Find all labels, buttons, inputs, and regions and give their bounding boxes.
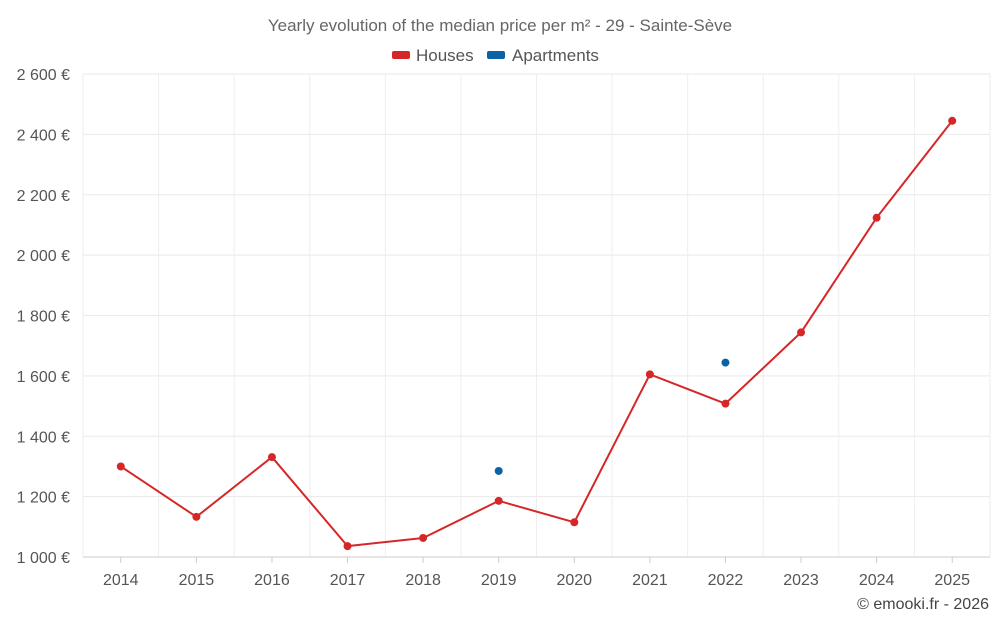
x-tick-label: 2016 [254,572,290,589]
grid [82,73,991,558]
x-tick-label: 2018 [405,572,441,589]
x-axis: 2014 2015 2016 2017 2018 2019 2020 2021 2022 2023… [83,556,990,589]
data-point-houses[interactable]: Houses 2021: 1605 [645,370,654,379]
y-tick-label: 1 400 € [17,429,70,446]
data-point-houses[interactable]: Houses 2023: 1744 [797,328,806,337]
data-point-apartments[interactable]: Apartments 2022: 1644 [721,358,730,367]
chart-title: Yearly evolution of the median price per… [268,16,732,35]
y-tick-label: 2 400 € [17,127,70,144]
legend-label-apartments[interactable]: Apartments [512,46,599,65]
y-tick-label: 1 000 € [17,550,70,567]
x-tick-label: 2025 [934,572,970,589]
x-tick-label: 2021 [632,572,668,589]
data-point-houses[interactable]: Houses 2022: 1508 [721,399,730,408]
y-tick-label: 2 200 € [17,188,70,205]
data-point-houses[interactable]: Houses 2014: 1300 [116,462,125,471]
data-point-houses[interactable]: Houses 2017: 1036 [343,542,352,551]
x-tick-label: 2020 [556,572,592,589]
data-point-houses[interactable]: Houses 2018: 1063 [419,533,428,542]
legend-swatch-apartments [487,51,505,59]
data-point-houses[interactable]: Houses 2019: 1186 [494,496,503,505]
data-point-houses[interactable]: Houses 2015: 1133 [192,512,201,521]
data-point-houses[interactable]: Houses 2016: 1331 [267,453,276,462]
y-tick-label: 1 600 € [17,369,70,386]
x-tick-label: 2022 [708,572,744,589]
data-point-houses[interactable]: Houses 2025: 2445 [948,116,957,125]
y-tick-label: 1 800 € [17,309,70,326]
y-tick-label: 2 600 € [17,67,70,84]
series-line-houses [120,120,953,548]
y-tick-label: 2 000 € [17,248,70,265]
y-tick-label: 1 200 € [17,490,70,507]
x-tick-label: 2014 [103,572,139,589]
x-tick-label: 2023 [783,572,819,589]
credit-text[interactable]: © emooki.fr - 2026 [857,596,989,613]
x-tick-label: 2024 [859,572,895,589]
legend-label-houses[interactable]: Houses [416,46,474,65]
x-tick-label: 2019 [481,572,517,589]
legend: Houses Apartments [392,46,599,65]
series-layer: Houses 2014: 1300 Houses 2015: 1133 Houses… [116,116,957,551]
x-tick-label: 2017 [330,572,366,589]
data-point-apartments[interactable]: Apartments 2019: 1285 [494,466,503,475]
data-point-houses[interactable]: Houses 2020: 1115 [570,518,579,527]
legend-swatch-houses [392,51,410,59]
y-axis: 1 000 € 1 200 € 1 400 € 1 600 € 1 800 € 2 000… [17,67,70,567]
x-tick-label: 2015 [179,572,215,589]
data-point-houses[interactable]: Houses 2024: 2124 [872,213,881,222]
